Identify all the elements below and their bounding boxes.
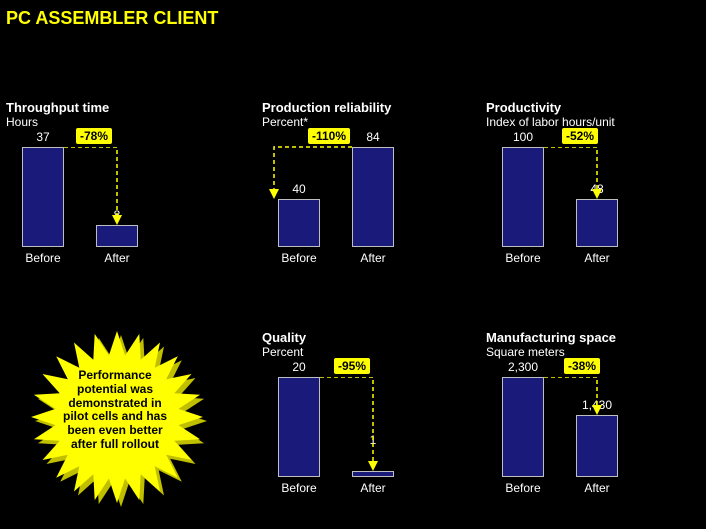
bar-before bbox=[278, 377, 320, 477]
bar-before bbox=[22, 147, 64, 247]
bar-before-value: 100 bbox=[493, 130, 553, 144]
bar-before-value: 2,300 bbox=[493, 360, 553, 374]
cat-before: Before bbox=[281, 251, 316, 265]
chart-reliability: Production reliability Percent* 40 84 -1… bbox=[262, 100, 472, 265]
chart-title: Throughput time bbox=[6, 100, 216, 115]
callout-line: potential was bbox=[48, 383, 182, 397]
chart-subtitle: Percent* bbox=[262, 115, 472, 129]
bar-before-value: 37 bbox=[13, 130, 73, 144]
pct-change-badge: -95% bbox=[334, 358, 370, 374]
cat-after: After bbox=[104, 251, 129, 265]
cat-after: After bbox=[360, 481, 385, 495]
cat-before: Before bbox=[505, 251, 540, 265]
chart-subtitle: Hours bbox=[6, 115, 216, 129]
cat-after: After bbox=[584, 251, 609, 265]
bar-after bbox=[352, 147, 394, 247]
cat-after: After bbox=[360, 251, 385, 265]
callout-line: Performance bbox=[48, 369, 182, 383]
change-connector bbox=[544, 377, 624, 477]
change-connector bbox=[320, 377, 400, 477]
chart-subtitle: Square meters bbox=[486, 345, 702, 359]
chart-subtitle: Percent bbox=[262, 345, 472, 359]
callout-line: pilot cells and has bbox=[48, 410, 182, 424]
change-connector bbox=[544, 147, 624, 247]
chart-title: Quality bbox=[262, 330, 472, 345]
cat-before: Before bbox=[25, 251, 60, 265]
chart-productivity: Productivity Index of labor hours/unit 1… bbox=[486, 100, 702, 265]
chart-title: Manufacturing space bbox=[486, 330, 702, 345]
page-title: PC ASSEMBLER CLIENT bbox=[0, 0, 706, 33]
bar-before bbox=[502, 147, 544, 247]
callout-line: been even better bbox=[48, 424, 182, 438]
change-connector bbox=[268, 137, 358, 247]
chart-space: Manufacturing space Square meters 2,300 … bbox=[486, 330, 702, 495]
pct-change-badge: -78% bbox=[76, 128, 112, 144]
cat-before: Before bbox=[281, 481, 316, 495]
pct-change-badge: -38% bbox=[564, 358, 600, 374]
cat-after: After bbox=[584, 481, 609, 495]
callout-line: after full rollout bbox=[48, 438, 182, 452]
pct-change-badge: -52% bbox=[562, 128, 598, 144]
bar-before bbox=[502, 377, 544, 477]
chart-title: Production reliability bbox=[262, 100, 472, 115]
cat-before: Before bbox=[505, 481, 540, 495]
chart-subtitle: Index of labor hours/unit bbox=[486, 115, 702, 129]
chart-throughput: Throughput time Hours 37 8 -78% Before A… bbox=[6, 100, 216, 265]
chart-title: Productivity bbox=[486, 100, 702, 115]
bar-before-value: 20 bbox=[269, 360, 329, 374]
callout-text: Performance potential was demonstrated i… bbox=[48, 369, 182, 452]
change-connector bbox=[64, 147, 144, 247]
chart-quality: Quality Percent 20 1 -95% Before After bbox=[262, 330, 472, 495]
callout-line: demonstrated in bbox=[48, 397, 182, 411]
